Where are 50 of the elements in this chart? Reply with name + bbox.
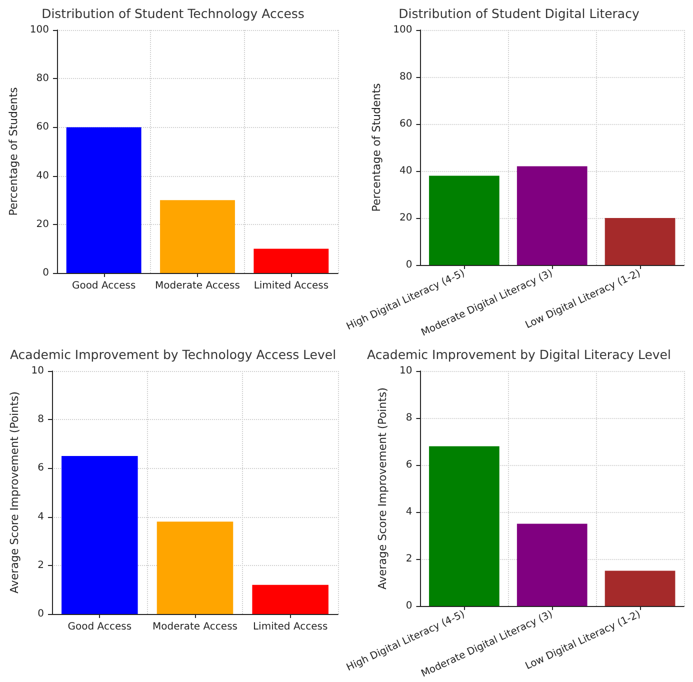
y-tick-label: 6 bbox=[38, 462, 44, 474]
bar bbox=[254, 248, 329, 273]
y-tick-label: 8 bbox=[406, 412, 412, 424]
chart-title: Academic Improvement by Digital Literacy Level bbox=[367, 347, 671, 362]
y-tick-label: 0 bbox=[406, 260, 412, 270]
chart-title: Distribution of Student Technology Access bbox=[42, 6, 304, 21]
y-tick-label: 0 bbox=[42, 268, 49, 278]
y-tick-label: 80 bbox=[399, 72, 412, 82]
y-tick-label: 20 bbox=[36, 218, 49, 230]
bar bbox=[429, 176, 500, 265]
y-tick-label: 10 bbox=[399, 366, 412, 376]
y-axis-title: Percentage of Students bbox=[7, 86, 20, 216]
y-tick-label: 20 bbox=[399, 212, 412, 224]
bar bbox=[66, 127, 142, 273]
bar bbox=[156, 522, 234, 614]
x-tick-label: Limited Access bbox=[252, 622, 328, 632]
y-tick-label: 8 bbox=[38, 414, 44, 426]
y-tick-label: 60 bbox=[399, 118, 412, 130]
y-tick-label: 10 bbox=[31, 366, 44, 376]
x-tick-label: Good Access bbox=[68, 622, 132, 632]
y-tick-label: 6 bbox=[406, 460, 412, 470]
y-tick-label: 4 bbox=[38, 511, 44, 522]
bar bbox=[516, 524, 588, 606]
y-axis-title: Average Score Improvement (Points) bbox=[8, 391, 21, 594]
y-tick-label: 4 bbox=[406, 506, 412, 518]
y-axis-title: Percentage of Students bbox=[370, 82, 384, 212]
y-tick-label: 0 bbox=[38, 608, 44, 620]
bar bbox=[604, 218, 676, 265]
chart-title: Academic Improvement by Technology Access Level bbox=[10, 347, 336, 362]
bar bbox=[252, 584, 328, 614]
y-tick-label: 100 bbox=[393, 24, 412, 36]
bar bbox=[62, 456, 138, 614]
x-tick-label: Good Access bbox=[72, 280, 136, 292]
y-tick-label: 80 bbox=[36, 73, 49, 84]
y-tick-label: 2 bbox=[38, 560, 44, 571]
bar bbox=[160, 200, 235, 273]
y-tick-label: 2 bbox=[406, 554, 412, 564]
x-tick-label: Moderate Access bbox=[155, 280, 240, 292]
y-tick-label: 100 bbox=[30, 24, 49, 36]
y-tick-label: 0 bbox=[406, 600, 412, 612]
y-tick-label: 40 bbox=[399, 166, 412, 176]
x-tick-label: Moderate Access bbox=[152, 622, 238, 632]
y-axis-title: Average Score Improvement (Points) bbox=[376, 387, 390, 590]
y-tick-label: 40 bbox=[36, 170, 49, 182]
x-tick-label: Limited Access bbox=[254, 280, 329, 292]
y-tick-label: 60 bbox=[36, 122, 49, 133]
bar bbox=[604, 570, 676, 606]
chart-title: Distribution of Student Digital Literacy bbox=[398, 6, 640, 21]
bar bbox=[429, 446, 500, 606]
bar bbox=[516, 166, 588, 265]
